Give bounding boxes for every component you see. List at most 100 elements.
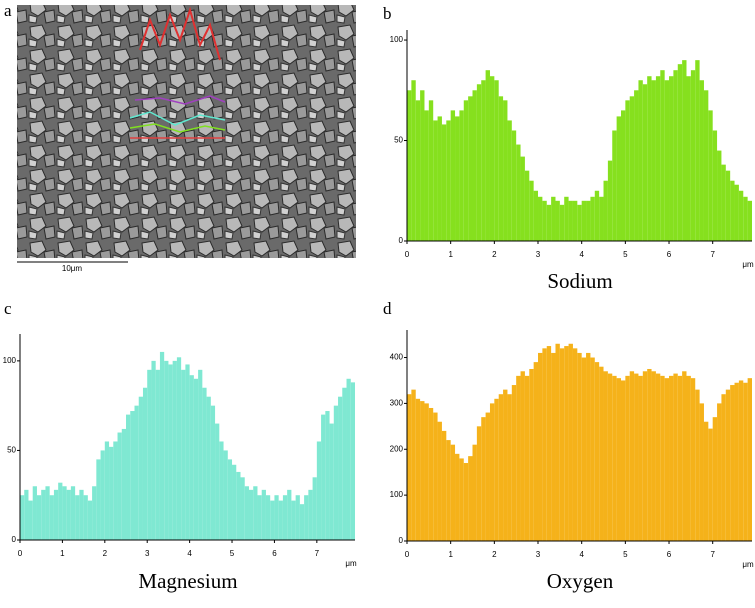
bar xyxy=(564,346,569,541)
line-scan-overlay xyxy=(129,111,226,126)
bar xyxy=(28,500,33,540)
bar xyxy=(198,369,203,540)
bar xyxy=(494,398,499,541)
x-tick-label: 1 xyxy=(448,550,453,559)
bar xyxy=(616,116,621,241)
bar xyxy=(586,352,591,541)
bar xyxy=(117,432,122,540)
bar xyxy=(686,76,691,241)
bar xyxy=(407,90,412,242)
bar xyxy=(703,421,709,541)
bar xyxy=(590,196,595,241)
bar xyxy=(529,180,534,241)
y-tick-label: 100 xyxy=(3,356,17,365)
scale-bar-label: 10μm xyxy=(62,264,83,273)
bar xyxy=(66,489,71,540)
x-axis-label: Sodium xyxy=(547,269,612,293)
bar xyxy=(581,357,587,541)
bar xyxy=(669,76,674,241)
bar xyxy=(45,486,50,540)
bar xyxy=(660,375,665,541)
bar xyxy=(503,389,508,541)
bar xyxy=(642,84,648,241)
bar xyxy=(481,417,486,541)
bar xyxy=(555,200,560,241)
bar xyxy=(411,80,416,241)
bar xyxy=(559,348,565,541)
bar xyxy=(642,371,648,541)
bar xyxy=(428,100,434,241)
bar xyxy=(568,343,573,541)
bar xyxy=(634,90,639,242)
bar xyxy=(603,180,608,241)
bar xyxy=(240,477,245,540)
bar xyxy=(629,96,635,241)
bar xyxy=(612,375,617,541)
bar xyxy=(142,387,148,540)
bar xyxy=(529,368,534,541)
bar xyxy=(572,200,578,241)
x-tick-label: 1 xyxy=(60,549,65,558)
bar xyxy=(572,348,578,541)
bar xyxy=(516,375,521,541)
bar xyxy=(581,200,587,241)
bar xyxy=(164,360,169,540)
panel-label: c xyxy=(4,299,12,318)
bar xyxy=(147,369,152,540)
panel-label: a xyxy=(4,1,12,20)
bar xyxy=(415,100,421,241)
bar xyxy=(244,486,249,540)
bar xyxy=(489,403,495,541)
x-tick-label: 3 xyxy=(536,250,541,259)
bar xyxy=(424,110,429,241)
bar xyxy=(647,368,652,541)
bar xyxy=(459,458,464,541)
bar xyxy=(459,110,464,241)
bar xyxy=(312,477,317,540)
bar xyxy=(734,382,739,541)
bar xyxy=(638,80,643,241)
bar xyxy=(62,486,67,540)
bar xyxy=(420,90,425,242)
bar xyxy=(232,464,237,540)
bar xyxy=(437,116,442,241)
bar xyxy=(450,110,456,241)
bar xyxy=(342,387,347,540)
bar xyxy=(441,124,447,241)
bar xyxy=(629,371,635,541)
bar xyxy=(542,200,547,241)
bar xyxy=(542,348,547,541)
bar xyxy=(476,426,482,541)
bar xyxy=(274,495,279,540)
bar xyxy=(599,366,604,541)
bar xyxy=(607,373,613,541)
bar xyxy=(725,170,731,241)
bar xyxy=(415,398,421,541)
bar xyxy=(75,495,80,540)
x-tick-label: 7 xyxy=(710,550,715,559)
bar xyxy=(695,60,700,242)
x-tick-label: 0 xyxy=(405,550,410,559)
bar xyxy=(455,453,460,541)
x-tick-label: 5 xyxy=(230,549,235,558)
x-tick-label: 7 xyxy=(710,250,715,259)
bar xyxy=(721,164,726,241)
bar xyxy=(278,500,283,540)
line-scan-overlay xyxy=(139,6,221,61)
bar xyxy=(734,184,739,241)
bar xyxy=(463,100,469,241)
bar xyxy=(299,504,305,540)
bar xyxy=(708,110,713,241)
bar xyxy=(708,428,713,541)
bar xyxy=(446,120,451,241)
bar xyxy=(612,130,617,241)
bar xyxy=(446,440,451,541)
bar xyxy=(282,495,288,540)
bar xyxy=(590,357,595,541)
bar xyxy=(660,70,665,241)
bar xyxy=(538,352,543,541)
bar xyxy=(738,380,744,541)
bar xyxy=(308,489,313,540)
y-tick-label: 0 xyxy=(399,236,404,245)
y-tick-label: 400 xyxy=(390,353,404,362)
